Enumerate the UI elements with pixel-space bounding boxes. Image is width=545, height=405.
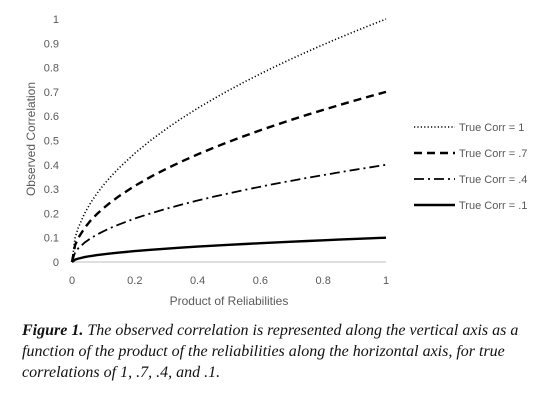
- chart: 0 0.1 0.2 0.3 0.4 0.5 0.6 0.7 0.8 0.9 1 0 0.2 0.4 0.6…: [24, 14, 527, 308]
- y-tick-label: 0.4: [44, 160, 59, 172]
- y-tick-label: 0.8: [44, 63, 59, 75]
- y-tick-label: 1: [53, 14, 59, 26]
- x-tick-label: 0.6: [253, 275, 268, 287]
- x-tick-label: 0: [69, 275, 75, 287]
- figure-caption: Figure 1. The observed correlation is re…: [22, 320, 540, 383]
- y-tick-label: 0.1: [44, 233, 59, 245]
- series-lines: [70, 18, 387, 263]
- x-tick-label: 0.4: [190, 275, 205, 287]
- x-tick-label: 0.2: [127, 275, 142, 287]
- y-tick-label: 0.3: [44, 184, 59, 196]
- series-line-2: [70, 90, 387, 263]
- legend-label-2: True Corr = .7: [459, 148, 527, 160]
- x-axis-title: Product of Reliabilities: [170, 294, 289, 308]
- y-tick-label: 0.6: [44, 111, 59, 123]
- x-tick-labels: 0 0.2 0.4 0.6 0.8 1: [69, 275, 389, 287]
- y-axis-title: Observed Correlation: [24, 82, 38, 196]
- y-tick-label: 0.9: [44, 38, 59, 50]
- legend-label-1: True Corr = 1: [459, 122, 524, 134]
- y-tick-label: 0.2: [44, 208, 59, 220]
- caption-label: Figure 1.: [22, 322, 84, 339]
- legend: True Corr = 1 True Corr = .7 True Corr = .…: [414, 122, 527, 212]
- series-line-1: [71, 18, 387, 263]
- y-tick-label: 0.7: [44, 87, 59, 99]
- legend-label-4: True Corr = .1: [459, 200, 527, 212]
- x-tick-label: 1: [383, 275, 389, 287]
- y-tick-label: 0: [53, 257, 59, 269]
- series-line-3: [71, 163, 387, 263]
- y-tick-label: 0.5: [44, 136, 59, 148]
- legend-label-3: True Corr = .4: [459, 174, 527, 186]
- x-tick-label: 0.8: [316, 275, 331, 287]
- series-line-4: [71, 236, 387, 263]
- y-tick-labels: 0 0.1 0.2 0.3 0.4 0.5 0.6 0.7 0.8 0.9 1: [44, 14, 59, 269]
- caption-text: The observed correlation is represented …: [22, 322, 519, 381]
